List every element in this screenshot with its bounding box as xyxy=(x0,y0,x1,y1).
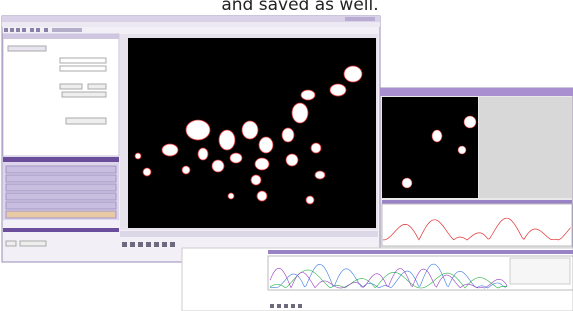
tool-button[interactable] xyxy=(4,28,8,32)
cell xyxy=(182,166,190,174)
button[interactable] xyxy=(20,241,46,246)
legend-box xyxy=(510,258,570,284)
screenshot: and saved as well. xyxy=(0,0,573,311)
button[interactable] xyxy=(66,118,106,124)
empty-area xyxy=(479,97,572,198)
control-button[interactable] xyxy=(146,242,151,247)
result-row[interactable] xyxy=(6,211,116,218)
results-header xyxy=(3,157,119,162)
status-header xyxy=(3,228,119,232)
control-button[interactable] xyxy=(291,304,295,308)
cell xyxy=(212,160,224,172)
slider[interactable] xyxy=(120,231,378,237)
chart-area xyxy=(382,204,572,246)
caption: and saved as well. xyxy=(221,0,378,15)
cell xyxy=(301,90,315,100)
button[interactable] xyxy=(60,84,82,89)
result-row[interactable] xyxy=(6,202,116,209)
tool-button[interactable] xyxy=(52,28,82,32)
cell xyxy=(143,168,151,176)
cell xyxy=(458,146,466,154)
cell xyxy=(162,144,178,156)
cell xyxy=(198,148,208,160)
cell xyxy=(242,121,258,139)
cell xyxy=(282,128,294,142)
control-button[interactable] xyxy=(277,304,281,308)
control-button[interactable] xyxy=(298,304,302,308)
input[interactable] xyxy=(60,58,106,63)
input[interactable] xyxy=(60,66,106,71)
title-bar xyxy=(380,88,573,96)
cell xyxy=(306,196,314,204)
cell xyxy=(255,158,269,170)
cell xyxy=(315,171,325,179)
cell xyxy=(135,153,141,159)
main-window xyxy=(2,16,380,262)
title-bar xyxy=(2,16,380,22)
chart-header xyxy=(382,200,572,204)
chart-header xyxy=(268,250,573,254)
cell xyxy=(432,130,442,142)
control-button[interactable] xyxy=(130,242,135,247)
result-row[interactable] xyxy=(6,175,116,182)
tool-button[interactable] xyxy=(36,28,40,32)
panel-header xyxy=(3,34,119,39)
cell xyxy=(286,154,298,166)
cell xyxy=(219,130,235,150)
cell xyxy=(259,137,273,153)
plot-window xyxy=(182,248,573,311)
cell xyxy=(464,116,476,128)
result-row[interactable] xyxy=(6,184,116,191)
cell xyxy=(330,84,346,96)
cell xyxy=(186,120,210,140)
result-row[interactable] xyxy=(6,193,116,200)
tool-button[interactable] xyxy=(16,28,20,32)
control-button[interactable] xyxy=(170,242,175,247)
control-button[interactable] xyxy=(154,242,159,247)
button[interactable] xyxy=(6,241,16,246)
scene: and saved as well. xyxy=(0,0,573,311)
cell xyxy=(311,143,321,153)
tool-button[interactable] xyxy=(10,28,14,32)
control-button[interactable] xyxy=(284,304,288,308)
tool-button[interactable] xyxy=(22,28,26,32)
menu-bar xyxy=(2,22,380,27)
cell xyxy=(230,153,242,163)
result-row[interactable] xyxy=(6,166,116,173)
cell xyxy=(251,175,261,185)
control-button[interactable] xyxy=(122,242,127,247)
control-button[interactable] xyxy=(270,304,274,308)
cell xyxy=(228,193,234,199)
window-controls[interactable] xyxy=(345,17,375,21)
cell xyxy=(402,178,412,188)
tool-button[interactable] xyxy=(44,28,48,32)
cell xyxy=(292,103,308,123)
control-button[interactable] xyxy=(162,242,167,247)
button[interactable] xyxy=(88,84,106,89)
cell xyxy=(257,191,267,201)
tool-button[interactable] xyxy=(30,28,34,32)
button[interactable] xyxy=(62,92,106,97)
control-button[interactable] xyxy=(138,242,143,247)
cell xyxy=(344,66,362,82)
analysis-window xyxy=(380,88,573,250)
option[interactable] xyxy=(8,46,46,51)
